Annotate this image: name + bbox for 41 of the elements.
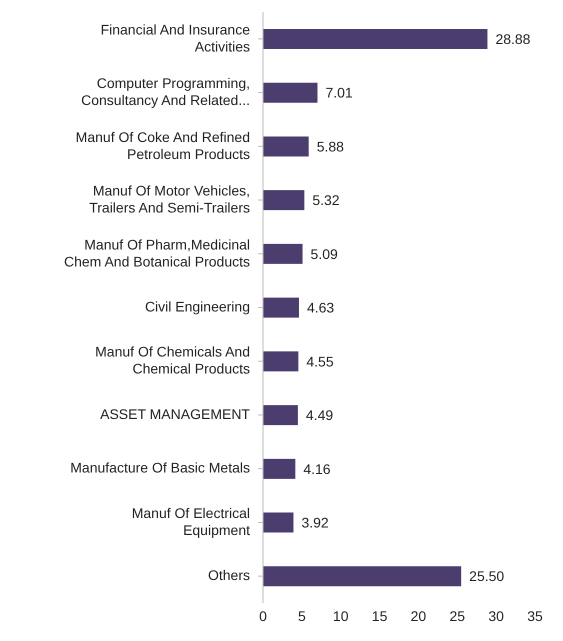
data-label: 5.88	[316, 138, 344, 154]
y-tick-label: Manufacture Of Basic Metals	[70, 459, 250, 476]
x-tick-label: 0	[259, 608, 268, 624]
bar	[263, 351, 298, 372]
data-label: 4.16	[303, 460, 331, 477]
x-tick-label: 15	[372, 608, 388, 624]
bar	[263, 405, 298, 426]
data-label: 5.09	[310, 246, 338, 262]
y-tick-label: Manuf Of Coke And Refined Petroleum Products	[76, 128, 250, 162]
bar	[263, 29, 488, 49]
bar	[263, 82, 318, 103]
x-tick-label: 10	[332, 608, 349, 624]
data-label: 7.01	[325, 84, 353, 101]
y-tick-label: ASSET MANAGEMENT	[100, 406, 250, 422]
data-label: 4.55	[306, 353, 334, 370]
x-tick-label: 5	[298, 608, 306, 624]
data-label: 25.50	[469, 568, 504, 584]
data-label: 4.49	[306, 407, 334, 424]
x-tick-label: 35	[527, 608, 543, 624]
bar	[263, 244, 303, 264]
y-tick-label: Manuf Of Pharm,Medicinal Chem And Botanical Products	[64, 236, 250, 269]
y-tick-label: Manuf Of Electrical Equipment	[132, 504, 250, 538]
bar	[263, 512, 294, 533]
y-tick-label: Civil Engineering	[144, 298, 250, 314]
x-tick-label: 20	[410, 608, 426, 624]
x-tick-label: 30	[488, 608, 504, 624]
data-label: 5.32	[312, 192, 340, 208]
y-tick-label: Financial And Insurance Activities	[100, 21, 250, 54]
bar	[263, 566, 462, 586]
y-tick-label: Others	[208, 566, 250, 583]
data-label: 28.88	[495, 30, 531, 47]
bar	[263, 190, 304, 210]
y-tick-label: Computer Programming, Consultancy And Related...	[81, 74, 250, 108]
data-label: 4.63	[306, 300, 334, 316]
bar	[263, 298, 299, 318]
y-tick-label: Manuf Of Chemicals And Chemical Products	[95, 343, 250, 376]
x-tick-label: 25	[449, 608, 466, 624]
data-label: 3.92	[301, 514, 329, 531]
bar	[263, 136, 309, 156]
bar	[263, 458, 296, 479]
y-tick-label: Manuf Of Motor Vehicles, Trailers And Semi-Trailers	[89, 182, 250, 216]
